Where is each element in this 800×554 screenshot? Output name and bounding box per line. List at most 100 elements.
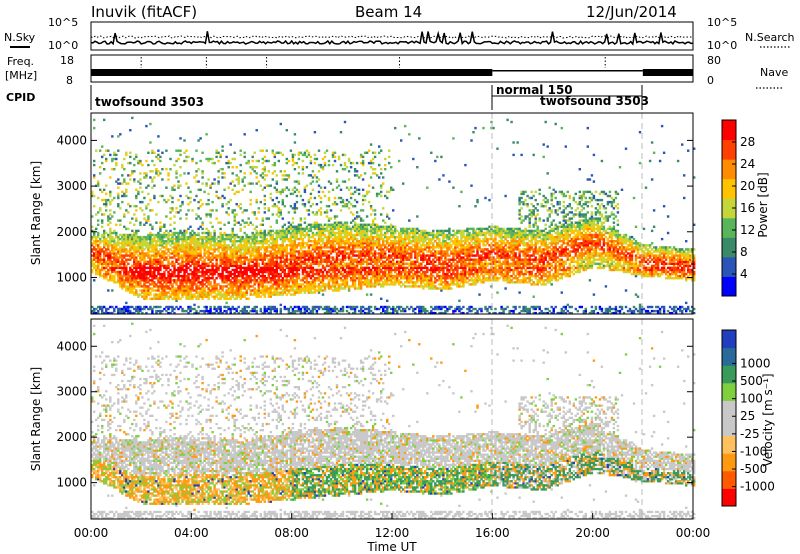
power-cell xyxy=(93,231,96,235)
power-cell xyxy=(197,264,200,268)
power-cell xyxy=(231,285,234,288)
power-cell xyxy=(241,254,244,257)
power-cell xyxy=(111,274,114,278)
power-cell xyxy=(115,305,118,309)
power-cell xyxy=(133,287,136,290)
power-cell xyxy=(205,281,208,284)
power-cell xyxy=(235,203,238,206)
power-cell xyxy=(201,297,204,300)
power-cell xyxy=(233,272,236,276)
power-cell xyxy=(213,285,216,288)
power-cell xyxy=(157,268,160,272)
power-cell xyxy=(119,272,122,276)
power-cell xyxy=(263,198,267,202)
power-cell xyxy=(171,287,174,290)
power-cell xyxy=(117,256,120,259)
power-cell xyxy=(255,309,258,313)
power-cell xyxy=(149,141,152,144)
power-cell xyxy=(183,260,186,263)
power-cell xyxy=(239,237,242,241)
power-cell xyxy=(179,231,182,235)
power-cell xyxy=(151,233,154,237)
power-cell xyxy=(315,231,319,235)
power-cell xyxy=(173,311,176,315)
power-cell xyxy=(233,281,236,284)
power-cell xyxy=(205,279,208,282)
power-cell xyxy=(187,295,190,298)
power-cell xyxy=(191,262,194,265)
power-cell xyxy=(177,235,180,239)
power-cell xyxy=(169,256,172,259)
power-cell xyxy=(157,240,160,243)
power-cell xyxy=(141,200,144,204)
power-cell xyxy=(161,252,164,255)
power-cell xyxy=(211,295,214,298)
power-cell xyxy=(191,274,194,278)
power-cell xyxy=(125,182,128,185)
power-cell xyxy=(277,277,281,280)
power-cell xyxy=(239,256,242,259)
power-cell xyxy=(155,172,158,175)
power-cell xyxy=(155,262,158,265)
power-cell xyxy=(215,266,218,270)
power-cell xyxy=(139,248,142,251)
power-cell xyxy=(177,268,180,272)
power-cell xyxy=(229,235,232,239)
power-cell xyxy=(225,256,228,259)
power-cell xyxy=(231,260,234,263)
power-cell xyxy=(217,196,220,200)
power-cell xyxy=(261,217,265,220)
power-cell xyxy=(123,266,126,270)
power-cell xyxy=(283,268,287,272)
power-cell xyxy=(125,287,128,290)
power-cell xyxy=(225,274,228,278)
power-cell xyxy=(119,252,122,255)
power-cell xyxy=(175,240,178,243)
power-cell xyxy=(159,256,162,259)
power-cell xyxy=(229,237,232,241)
power-cell xyxy=(205,246,208,249)
power-cell xyxy=(153,252,156,255)
power-cell xyxy=(197,260,200,263)
power-cell xyxy=(337,155,341,159)
power-cell xyxy=(145,266,148,270)
power-cell xyxy=(193,283,196,286)
power-cell xyxy=(347,188,351,191)
power-cell xyxy=(229,248,232,251)
power-cell xyxy=(125,309,128,313)
power-cell xyxy=(135,233,138,237)
power-cell xyxy=(153,281,156,284)
power-cell xyxy=(253,151,256,154)
power-cell xyxy=(151,266,154,270)
power-cell xyxy=(185,237,188,241)
power-cell xyxy=(231,307,234,311)
power-cell xyxy=(219,231,222,235)
power-cell xyxy=(213,237,216,241)
power-cell xyxy=(149,122,152,126)
power-cell xyxy=(99,260,102,263)
power-cell xyxy=(197,231,200,235)
power-cell xyxy=(201,246,204,249)
power-cell xyxy=(187,281,190,284)
power-cell xyxy=(185,213,188,216)
power-cell xyxy=(117,219,120,222)
power-cell xyxy=(215,237,218,241)
power-cell xyxy=(209,258,212,261)
power-cell xyxy=(309,159,313,163)
power-cell xyxy=(141,268,144,272)
power-cell xyxy=(141,285,144,288)
power-cell xyxy=(149,244,152,247)
power-cell xyxy=(143,291,146,294)
power-cell xyxy=(153,184,156,187)
power-cell xyxy=(359,174,363,177)
power-cell xyxy=(227,283,230,286)
power-cell xyxy=(131,246,134,249)
power-cell xyxy=(167,274,170,278)
power-cell xyxy=(235,233,238,237)
power-cell xyxy=(117,244,120,247)
power-cell xyxy=(227,258,230,261)
power-cell xyxy=(177,233,180,237)
power-cell xyxy=(193,237,196,241)
power-cell xyxy=(235,262,238,265)
power-cell xyxy=(217,272,220,276)
